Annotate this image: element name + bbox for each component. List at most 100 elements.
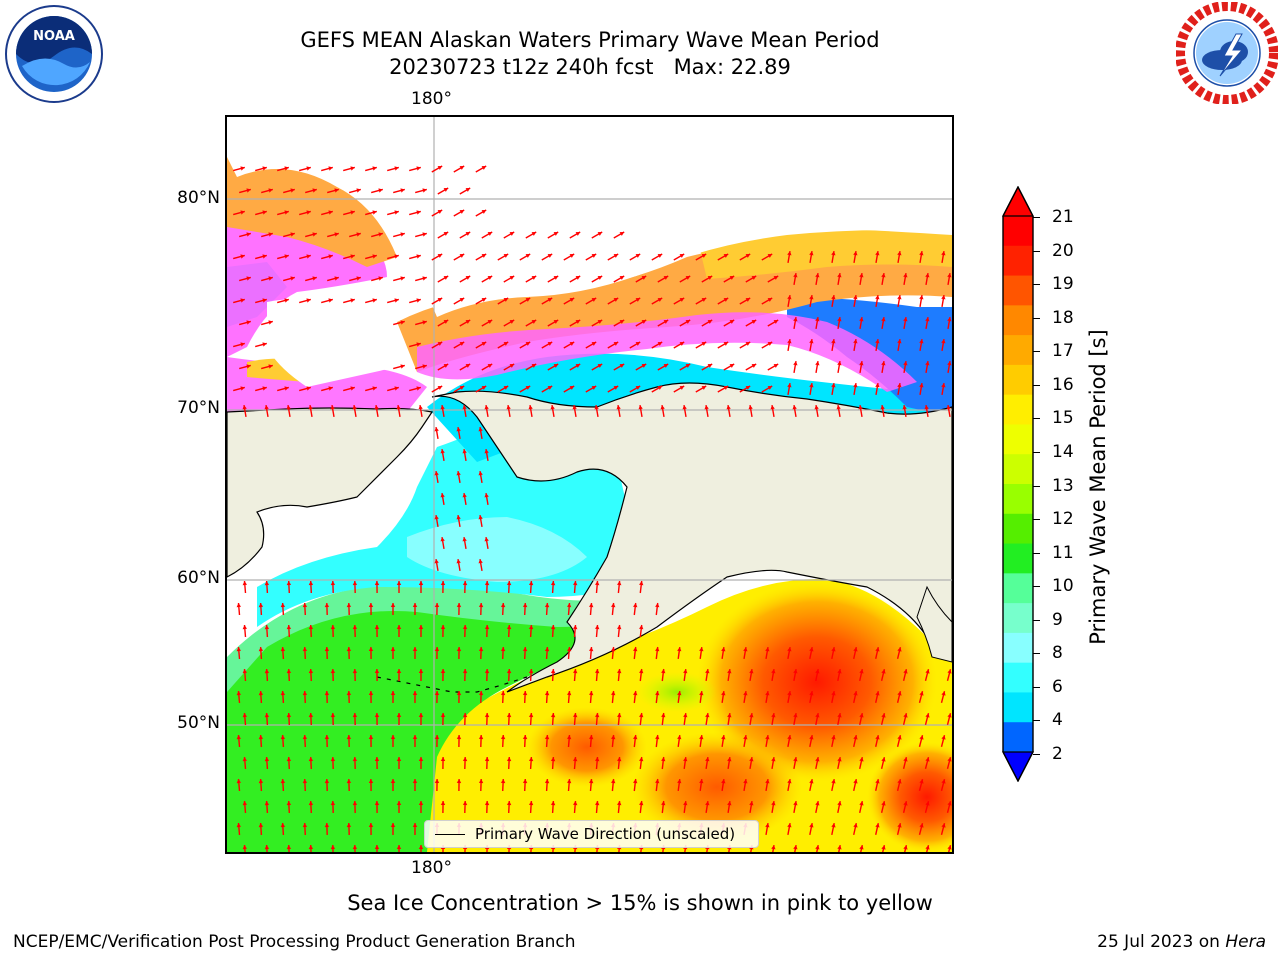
wave-arrow-head [831, 735, 836, 740]
wave-arrow-head [350, 210, 355, 215]
wave-arrow-head [368, 603, 374, 607]
wave-arrow-head [771, 713, 776, 718]
wave-arrow-head [683, 801, 688, 806]
wave-arrow-head [416, 342, 421, 347]
wave-arrow-head [617, 801, 622, 806]
colorbar-segment [1003, 543, 1033, 574]
wave-arrow-head [286, 801, 292, 806]
wave-arrow-head [859, 801, 864, 806]
wave-arrow-head [633, 691, 638, 696]
wave-arrow-head [440, 757, 446, 761]
wave-arrow-head [374, 757, 380, 761]
wave-arrow-head [771, 801, 776, 806]
wave-arrow-head [677, 647, 682, 652]
wave-arrow-head [290, 232, 295, 237]
wave-arrow-head [286, 757, 292, 762]
wave-arrow-head [897, 251, 902, 256]
wave-arrow-head [459, 254, 465, 258]
wave-arrow-head [831, 383, 836, 388]
pacific-green-field [227, 606, 607, 852]
wave-arrow-head [881, 361, 886, 366]
wave-arrow-head [350, 298, 355, 303]
wave-arrow-head [308, 669, 314, 674]
wave-arrow-head [919, 691, 924, 696]
wave-arrow-head [503, 254, 509, 258]
wave-arrow-head [481, 210, 487, 214]
wave-arrow-head [412, 735, 418, 739]
wave-arrow-head [655, 779, 660, 784]
wave-arrow-head [657, 386, 663, 390]
wave-arrow-head [394, 386, 399, 391]
wave-arrow-head [553, 276, 559, 280]
wave-arrow-head [506, 405, 511, 410]
wave-arrow-head [859, 361, 864, 366]
wave-arrow-head [925, 713, 930, 718]
wave-arrow-head [487, 276, 493, 280]
wave-arrow-head [792, 405, 797, 410]
wave-arrow-head [456, 515, 461, 520]
footer-date-text: 25 Jul 2023 on [1097, 932, 1220, 952]
wave-arrow-head [459, 210, 465, 214]
wave-arrow-head [242, 405, 247, 410]
wave-arrow-head [815, 801, 820, 806]
chukchi-cyan [427, 353, 952, 462]
wave-arrow-head [815, 317, 820, 322]
wave-arrow-head [679, 386, 685, 390]
wave-arrow-head [947, 669, 952, 674]
colorbar-tick-mark [1033, 284, 1040, 286]
wave-arrow-head [484, 757, 490, 762]
wave-arrow-head [284, 386, 289, 391]
colorbar-tick-label: 12 [1052, 509, 1074, 530]
wave-arrow-head [284, 166, 289, 171]
colorbar-tick-label: 2 [1052, 744, 1063, 764]
wave-arrow-head [547, 386, 553, 390]
wave-arrow-head [286, 581, 292, 586]
wave-arrow-head [440, 669, 446, 673]
colorbar-tick-label: 19 [1052, 274, 1074, 295]
wave-arrow-head [509, 320, 515, 324]
wave-arrow-head [346, 603, 352, 608]
wave-arrow-head [284, 210, 289, 215]
wave-arrow-head [306, 298, 311, 303]
wave-arrow-head [506, 713, 512, 718]
wave-arrow-head [745, 298, 751, 302]
wave-arrow-head [394, 166, 399, 171]
wave-arrow-head [809, 823, 814, 828]
colorbar [1002, 186, 1034, 782]
wave-arrow-head [328, 254, 333, 259]
wave-arrow-head [707, 364, 713, 368]
wave-arrow-head [743, 735, 748, 740]
wave-arrow-head [727, 713, 732, 718]
wave-arrow-head [550, 713, 556, 718]
colorbar-tick-label: 15 [1052, 408, 1074, 429]
wave-arrow-head [941, 779, 946, 784]
wave-arrow-head [881, 801, 886, 806]
wave-arrow-head [396, 845, 402, 849]
wave-arrow-head [324, 603, 330, 608]
wave-arrow-head [462, 757, 468, 762]
wave-arrow-head [749, 801, 754, 806]
wave-arrow-head [831, 779, 836, 784]
wave-arrow-head [308, 581, 314, 586]
wave-arrow-head [547, 298, 553, 302]
wave-arrow-head [324, 691, 330, 696]
wave-arrow-head [286, 625, 292, 630]
wave-arrow-head [500, 647, 506, 652]
colorbar-tick-label: 4 [1052, 710, 1063, 731]
wave-arrow-head [875, 383, 880, 388]
wave-arrow-head [302, 603, 308, 608]
warm-core-south-1 [632, 732, 802, 842]
wave-arrow-head [611, 735, 616, 740]
wave-arrow-head [302, 735, 308, 740]
colorbar-outline [1002, 186, 1034, 782]
wave-arrow-head [573, 757, 578, 762]
wave-arrow-head [925, 317, 930, 322]
wave-arrow-head [771, 669, 776, 674]
wave-arrow-head [903, 669, 908, 674]
wave-arrow-head [525, 254, 531, 258]
wave-arrow-head [400, 276, 405, 281]
wave-arrow-head [723, 386, 729, 390]
wave-arrow-head [875, 339, 880, 344]
wave-arrow-head [723, 254, 729, 258]
wave-arrow-head [749, 669, 754, 674]
